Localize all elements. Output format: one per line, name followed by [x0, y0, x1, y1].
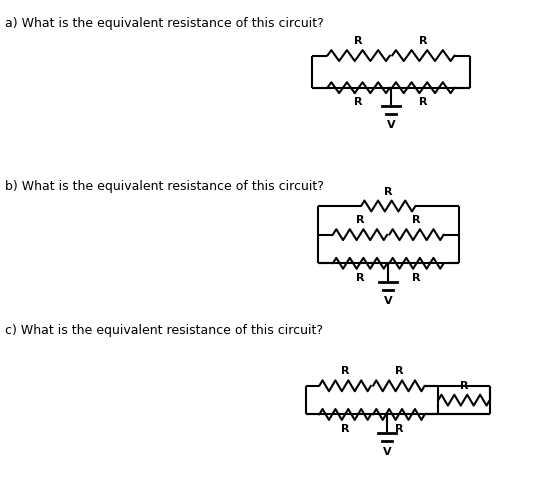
Text: R: R: [419, 36, 427, 46]
Text: R: R: [356, 273, 364, 283]
Text: R: R: [412, 273, 421, 283]
Text: V: V: [387, 121, 395, 130]
Text: a) What is the equivalent resistance of this circuit?: a) What is the equivalent resistance of …: [5, 17, 324, 30]
Text: V: V: [383, 447, 391, 457]
Text: R: R: [355, 36, 363, 46]
Text: R: R: [355, 97, 363, 107]
Text: R: R: [341, 367, 349, 376]
Text: R: R: [356, 215, 364, 225]
Text: R: R: [341, 424, 349, 434]
Text: R: R: [395, 424, 403, 434]
Text: R: R: [384, 187, 393, 197]
Text: R: R: [460, 381, 468, 391]
Text: R: R: [419, 97, 427, 107]
Text: c) What is the equivalent resistance of this circuit?: c) What is the equivalent resistance of …: [5, 324, 324, 336]
Text: R: R: [412, 215, 421, 225]
Text: R: R: [395, 367, 403, 376]
Text: V: V: [384, 296, 393, 306]
Text: b) What is the equivalent resistance of this circuit?: b) What is the equivalent resistance of …: [5, 180, 324, 193]
